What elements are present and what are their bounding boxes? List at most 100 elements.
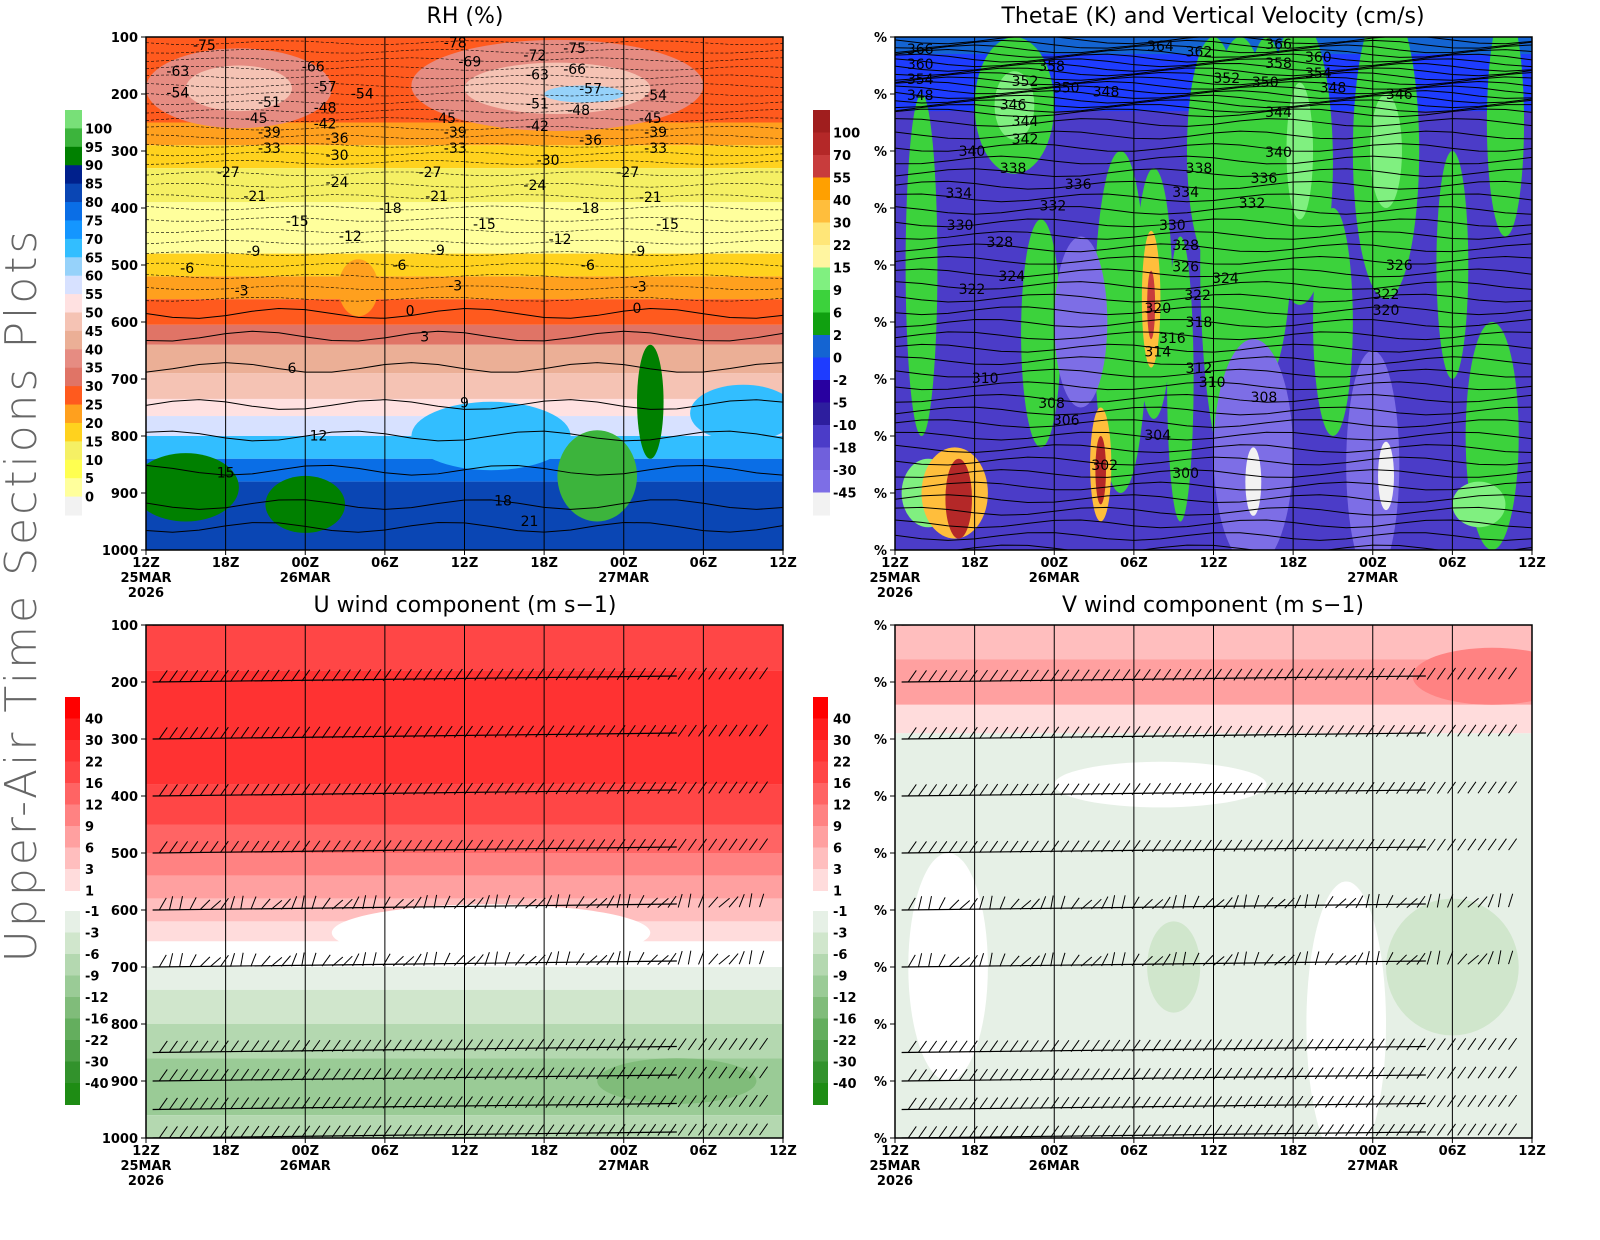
wind-barb (907, 897, 916, 911)
wind-barb (1487, 1094, 1497, 1107)
wind-barb (1375, 950, 1380, 965)
wind-barb (1080, 669, 1090, 682)
wind-barb (1416, 667, 1426, 680)
wind-barb (1447, 1095, 1456, 1108)
wind-barb (739, 611, 747, 622)
contour-line (146, 228, 783, 233)
wind-barb (464, 1039, 473, 1052)
wind-barb (342, 898, 353, 910)
wind-barb (1497, 1066, 1507, 1079)
wind-barb (1487, 893, 1494, 908)
wind-barb (1121, 1039, 1131, 1052)
wind-barb (1447, 724, 1456, 737)
wind-barb (918, 784, 927, 797)
wind-barb (1019, 1068, 1029, 1081)
contour-line (146, 100, 783, 105)
contour-label: 358 (1265, 56, 1292, 72)
wind-barb (403, 1096, 412, 1109)
wind-barb (1335, 725, 1345, 738)
y-tick-label: % (874, 1132, 887, 1147)
colorbar-swatch (65, 954, 80, 976)
wind-barb (1508, 724, 1517, 737)
colorbar-label: 30 (833, 217, 851, 232)
colorbar-label: 70 (85, 233, 103, 248)
wind-barb (250, 1040, 260, 1053)
colorbar-label: 6 (85, 842, 94, 857)
colorbar-label: 90 (85, 159, 103, 174)
wind-barb (1406, 667, 1416, 680)
wind-barb (1508, 667, 1517, 680)
y-tick-label: % (874, 1075, 887, 1090)
wind-barb (1223, 897, 1233, 909)
wind-barb (1233, 895, 1239, 909)
wind-barb (979, 896, 985, 910)
wind-barb (1478, 611, 1486, 622)
wind-barb (321, 1039, 331, 1052)
wind-barb (626, 1066, 636, 1080)
wind-barb (999, 840, 1009, 853)
contour-label: 366 (1265, 37, 1292, 53)
colorbar-swatch (65, 997, 80, 1019)
contour-label: 316 (1159, 331, 1186, 347)
wind-barb (1202, 1124, 1212, 1137)
wind-barb (708, 1066, 718, 1079)
wind-barb (1243, 1124, 1253, 1137)
wind-barb (270, 840, 280, 853)
wind-barb (606, 1095, 616, 1108)
wind-barb (1101, 1039, 1111, 1052)
colorbar-swatch (813, 804, 828, 827)
wind-barb (989, 1040, 999, 1053)
wind-barb (250, 669, 260, 682)
colorbar-swatch (65, 496, 82, 516)
colorbar-swatch (813, 869, 828, 891)
wind-barb (759, 950, 765, 965)
y-tick-label: 500 (111, 847, 138, 862)
colorbar-swatch (813, 954, 828, 976)
colorbar-swatch (65, 146, 82, 166)
contour-label: -24 (523, 178, 546, 194)
wind-barb (1162, 953, 1171, 967)
wind-barb (1314, 725, 1324, 738)
wind-barb (189, 841, 199, 854)
wind-barb (1070, 726, 1080, 739)
wind-barb (948, 669, 958, 683)
contour-label: -36 (579, 133, 602, 149)
wind-barb (1253, 668, 1263, 681)
colorbar-swatch (65, 110, 82, 129)
wind-barb (939, 625, 940, 626)
colorbar-swatch (813, 312, 830, 336)
wind-barb (708, 781, 718, 794)
wind-barb (179, 953, 183, 967)
colorbar-swatch (65, 441, 82, 461)
wind-barb (1304, 839, 1314, 852)
colorbar-label: 40 (85, 343, 103, 358)
wind-barb (968, 726, 978, 739)
wind-barb (718, 897, 730, 908)
wind-barb (1162, 782, 1172, 796)
contour-line (146, 125, 783, 131)
wind-barb (1029, 955, 1040, 967)
wind-barb (1070, 783, 1080, 796)
wind-barb (209, 957, 222, 968)
wind-barb (1019, 783, 1029, 796)
contour-label: -3 (235, 284, 249, 300)
y-tick-label: 400 (111, 790, 138, 805)
wind-barb (1090, 1068, 1100, 1081)
wind-barb (280, 840, 290, 853)
y-tick-label: 900 (111, 487, 138, 502)
wind-barb (637, 895, 645, 908)
wind-barb (1263, 668, 1273, 681)
contour-line (146, 160, 783, 165)
colorbar-label: 1 (85, 885, 94, 900)
wind-barb (494, 725, 504, 738)
wind-barb (1447, 781, 1456, 794)
wind-barb (464, 1096, 473, 1109)
wind-barb (1019, 1125, 1029, 1138)
wind-barb (1101, 896, 1109, 910)
field-blob (1054, 236, 1108, 408)
wind-barb (958, 783, 968, 796)
colorbar-swatch (65, 911, 80, 933)
contour-label: 320 (1373, 303, 1400, 319)
wind-barb (403, 783, 412, 796)
contour-label: 324 (998, 269, 1025, 285)
